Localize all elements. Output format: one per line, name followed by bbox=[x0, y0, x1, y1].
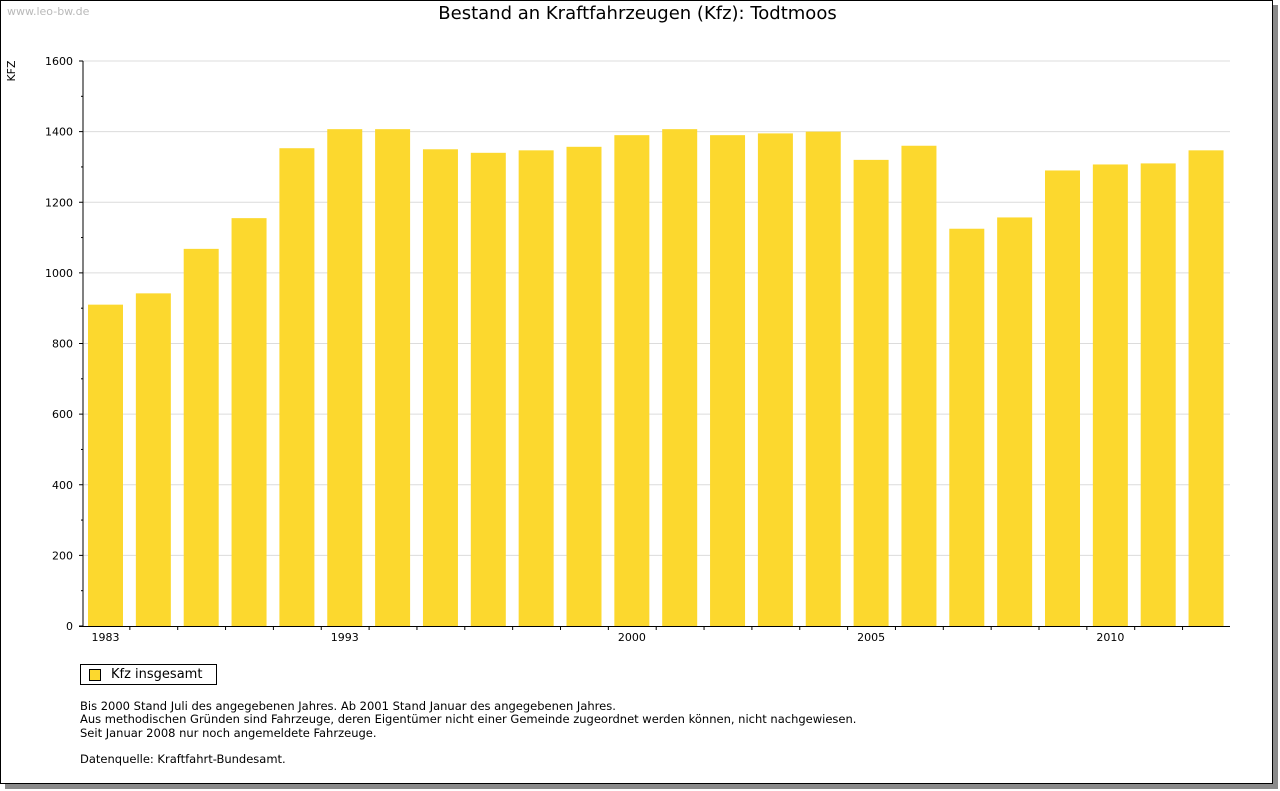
bar-chart: 0 200 400 600 800 1000 1200 1400 1600 1983 1993 200… bbox=[5, 55, 1230, 644]
bar bbox=[1188, 150, 1224, 626]
bar bbox=[327, 129, 363, 626]
data-source: Datenquelle: Kraftfahrt-Bundesamt. bbox=[80, 751, 286, 766]
gridlines bbox=[83, 60, 1230, 556]
note-line: Seit Januar 2008 nur noch angemeldete Fa… bbox=[80, 725, 377, 740]
bar bbox=[518, 150, 554, 626]
bar bbox=[566, 146, 602, 626]
bar bbox=[470, 152, 506, 626]
bar bbox=[183, 248, 219, 627]
y-tick-label: 1400 bbox=[45, 126, 73, 139]
legend-swatch bbox=[89, 668, 101, 681]
y-axis-label: KFZ bbox=[5, 60, 18, 82]
bar bbox=[853, 159, 889, 626]
y-tick-label: 600 bbox=[52, 408, 73, 421]
bar bbox=[1140, 163, 1176, 626]
y-tick-label: 200 bbox=[52, 549, 73, 562]
x-tick-label: 2005 bbox=[857, 631, 885, 644]
y-tick-label: 1000 bbox=[45, 267, 73, 280]
bar bbox=[662, 129, 698, 626]
x-tick-label: 1993 bbox=[331, 631, 359, 644]
y-tick-label: 0 bbox=[66, 620, 73, 633]
bar bbox=[135, 293, 171, 626]
bar bbox=[614, 135, 650, 626]
legend-label: Kfz insgesamt bbox=[111, 667, 203, 682]
bar bbox=[997, 217, 1033, 626]
bar bbox=[375, 129, 411, 626]
bar bbox=[279, 148, 315, 627]
axes: 0 200 400 600 800 1000 1200 1400 1600 1983 1993 200… bbox=[45, 55, 1230, 644]
watermark: www.leo-bw.de bbox=[7, 5, 90, 18]
chart-title: Bestand an Kraftfahrzeugen (Kfz): Todtmo… bbox=[438, 3, 837, 24]
legend: Kfz insgesamt bbox=[80, 664, 217, 685]
x-tick-label: 1983 bbox=[92, 631, 120, 644]
bar bbox=[949, 228, 985, 626]
bar bbox=[231, 218, 267, 626]
y-tick-label: 800 bbox=[52, 338, 73, 351]
bar bbox=[710, 135, 746, 626]
bar bbox=[88, 304, 123, 626]
y-tick-label: 1200 bbox=[45, 196, 73, 209]
bar bbox=[1045, 170, 1080, 626]
bar bbox=[757, 133, 793, 626]
bars bbox=[88, 129, 1224, 627]
x-tick-label: 2010 bbox=[1096, 631, 1124, 644]
note-line: Bis 2000 Stand Juli des angegebenen Jahr… bbox=[80, 699, 616, 713]
bar bbox=[422, 149, 458, 626]
bar bbox=[1092, 164, 1128, 626]
y-tick-label: 400 bbox=[52, 479, 73, 492]
note-line: Aus methodischen Gründen sind Fahrzeuge,… bbox=[80, 712, 857, 727]
bar bbox=[805, 131, 841, 626]
bar bbox=[901, 145, 937, 626]
y-tick-label: 1600 bbox=[45, 55, 73, 68]
footnotes: Bis 2000 Stand Juli des angegebenen Jahr… bbox=[80, 699, 857, 766]
x-tick-label: 2000 bbox=[618, 631, 646, 644]
